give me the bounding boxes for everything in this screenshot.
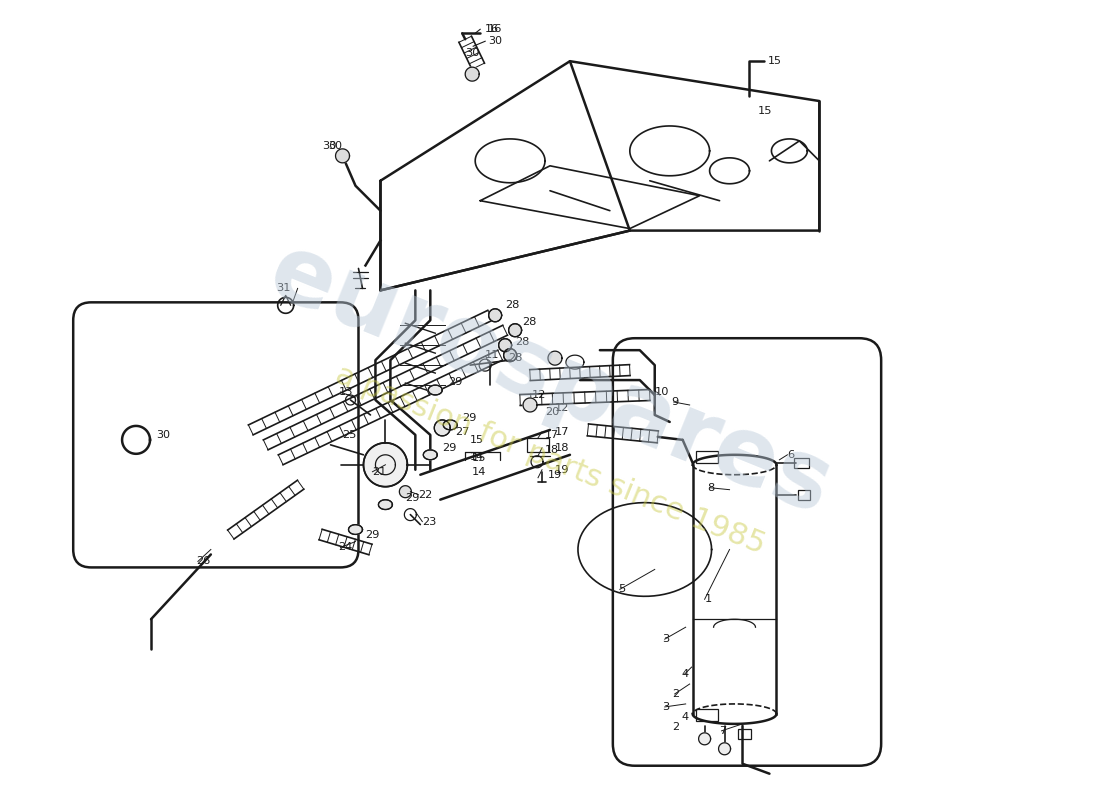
Text: 1: 1 [705,594,712,604]
Text: 18: 18 [544,445,559,455]
Text: 30: 30 [322,141,337,151]
Polygon shape [349,525,363,534]
Text: 9: 9 [672,397,679,407]
Polygon shape [508,324,521,337]
Text: 26: 26 [196,557,210,566]
Polygon shape [443,420,458,430]
Text: 2: 2 [672,689,679,699]
Text: 29: 29 [442,443,456,453]
Text: 29: 29 [462,413,476,423]
Text: eurospares: eurospares [256,226,844,534]
Bar [799,490,811,500]
Polygon shape [378,500,393,510]
Text: 13: 13 [339,387,353,397]
Polygon shape [428,385,442,395]
Text: a passion for parts since 1985: a passion for parts since 1985 [331,360,769,560]
Text: 30: 30 [465,48,480,58]
Text: 28: 28 [522,318,537,327]
Text: 8: 8 [707,482,715,493]
Bar [527,438,549,452]
Text: 25: 25 [342,430,356,440]
Text: 11: 11 [485,350,499,360]
Text: 18: 18 [556,443,570,453]
Text: 28: 28 [508,353,522,363]
Text: 17: 17 [544,430,559,440]
Text: 23: 23 [422,517,437,526]
Polygon shape [718,743,730,754]
Polygon shape [488,309,502,322]
Text: 6: 6 [788,450,794,460]
Text: 30: 30 [329,141,342,151]
Bar [737,729,751,739]
Bar [695,709,717,721]
Text: 24: 24 [339,542,353,553]
Text: 10: 10 [654,387,669,397]
Text: 29: 29 [406,493,420,502]
Text: 4: 4 [682,669,689,679]
Text: 29: 29 [365,530,380,539]
Text: 19: 19 [548,470,562,480]
Text: 21: 21 [373,466,387,477]
Text: 15: 15 [470,435,484,445]
Text: 28: 28 [515,338,529,347]
Polygon shape [698,733,711,745]
Text: 14: 14 [470,452,484,462]
Text: 27: 27 [455,427,470,437]
Text: 19: 19 [556,465,570,474]
Text: 15: 15 [768,56,781,66]
Text: 17: 17 [556,427,570,437]
Text: 15: 15 [758,106,772,116]
Polygon shape [434,420,450,436]
Polygon shape [498,338,512,352]
Text: 2: 2 [672,722,679,732]
Text: 16: 16 [488,24,503,34]
Text: 22: 22 [418,490,432,500]
Text: 4: 4 [682,712,689,722]
Text: 15: 15 [472,453,486,462]
Polygon shape [363,443,407,486]
Text: 20: 20 [544,407,560,417]
Polygon shape [424,450,438,460]
Text: 12: 12 [556,403,570,413]
Bar [794,458,808,468]
Text: 28: 28 [505,300,519,310]
Text: 12: 12 [532,390,547,400]
Text: 29: 29 [449,377,463,387]
Bar [695,451,717,462]
Text: 14: 14 [472,466,486,477]
Text: 30: 30 [488,36,503,46]
Polygon shape [336,149,350,163]
Text: 7: 7 [719,726,727,736]
Text: 16: 16 [485,24,499,34]
Polygon shape [548,351,562,365]
Polygon shape [524,398,537,412]
Polygon shape [465,67,480,81]
Polygon shape [504,349,517,362]
Text: 5: 5 [618,584,625,594]
Polygon shape [399,486,411,498]
Text: 3: 3 [662,702,669,712]
Text: 30: 30 [156,430,170,440]
Text: 3: 3 [662,634,669,644]
Text: 31: 31 [276,283,290,294]
